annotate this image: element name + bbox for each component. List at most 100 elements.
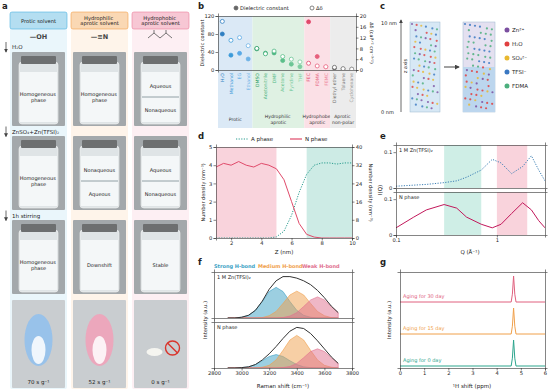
tick-mark <box>352 183 355 184</box>
axis-left <box>212 273 215 319</box>
molecule <box>426 106 428 108</box>
phase-label: Aqueous <box>150 167 172 174</box>
column-title: Hydrophobic aprotic solvent <box>141 15 180 28</box>
phase-label: Aqueous <box>89 191 111 198</box>
molecule <box>418 65 420 67</box>
category-label: EG <box>237 73 242 80</box>
legend-label: Strong H-bond <box>214 263 256 270</box>
axis-label: 0 nm <box>381 109 394 115</box>
tick: 3000 <box>235 368 248 376</box>
column-header <box>10 12 67 29</box>
molecule <box>434 50 436 52</box>
tick-mark <box>356 48 359 49</box>
tick-mark <box>352 202 355 203</box>
panel-letter: b <box>198 1 204 11</box>
step-label: H₂O <box>12 44 23 50</box>
molecule <box>427 101 429 103</box>
axis-line <box>215 319 353 321</box>
axis-top <box>397 190 546 193</box>
axis-line <box>216 17 219 71</box>
molecule <box>486 27 488 29</box>
axis-left <box>212 323 215 369</box>
molecule <box>489 57 491 59</box>
plot-area <box>396 192 545 235</box>
column-title: Hydrophilic aprotic solvent <box>80 15 119 28</box>
category-label: H₂O <box>220 73 225 82</box>
data-point <box>220 19 224 23</box>
tick: 5 <box>209 144 216 150</box>
tick: 5 <box>520 368 523 376</box>
structure-icon <box>154 30 155 33</box>
legend-label: Δδ <box>316 5 323 11</box>
molecule <box>474 99 476 101</box>
molecule <box>490 34 492 36</box>
molecule <box>436 28 438 30</box>
molecule <box>466 69 468 71</box>
legend-label: FDMA <box>512 83 528 89</box>
molecule <box>425 37 427 39</box>
molecule <box>468 29 470 31</box>
group-band <box>218 16 253 128</box>
molecule <box>470 93 472 95</box>
molecule <box>488 50 490 52</box>
data-point <box>289 57 293 61</box>
tick-mark <box>352 238 355 239</box>
liquid <box>81 240 118 290</box>
legend-label: Zn²⁺ <box>512 27 524 33</box>
subplot-title: 1 M Zn(TFSI)₂ <box>399 147 433 153</box>
molecule <box>482 78 484 80</box>
vial <box>141 230 180 292</box>
molecule <box>484 38 486 40</box>
axis-line <box>219 14 357 17</box>
legend-label: Dielectric constant <box>240 5 289 11</box>
tick: 4 <box>496 368 500 376</box>
molecule <box>489 45 491 47</box>
molecule <box>415 29 417 31</box>
flame <box>25 314 53 366</box>
tick-label: 4 <box>209 162 213 168</box>
axis-title: Intensity (a.u.) <box>202 301 209 339</box>
category-label: Acetone <box>280 73 285 92</box>
burn-time: 70 s g⁻¹ <box>28 379 50 386</box>
tick-label: 6 <box>544 370 547 376</box>
axis-line <box>357 17 359 71</box>
molecule <box>413 46 415 48</box>
molecule <box>475 105 477 107</box>
data-point <box>220 32 224 36</box>
label-line: phase <box>31 265 46 272</box>
plot-area <box>228 277 338 318</box>
tick-label: 1 <box>423 370 426 376</box>
molecule <box>481 89 483 91</box>
plot-area <box>228 327 338 368</box>
category-label: DMSO <box>255 73 260 87</box>
legend-symbol <box>505 84 510 89</box>
molecule <box>480 106 482 108</box>
molecule <box>471 70 473 72</box>
tick-mark <box>394 235 397 236</box>
axis-title: Number density (nm⁻³) <box>367 163 374 221</box>
vial <box>19 230 58 292</box>
molecule <box>430 107 432 109</box>
molecule <box>489 68 491 70</box>
data-point <box>238 51 242 55</box>
tick: 2 <box>447 368 450 376</box>
axis-title: Number density (nm⁻³) <box>200 163 207 221</box>
molecule <box>480 32 482 34</box>
molecule <box>417 93 419 95</box>
axis-left: 00.1 <box>384 193 396 239</box>
group-label: Aprotic non-polar <box>332 114 354 124</box>
molecule <box>465 74 467 76</box>
liquid <box>20 72 57 122</box>
tick: 32 <box>352 162 362 168</box>
molecule <box>436 91 438 93</box>
tick-label: 40 <box>208 49 215 55</box>
molecule <box>491 103 493 105</box>
tick-label: 20 <box>360 13 367 19</box>
molecule <box>420 48 422 50</box>
data-point <box>255 46 259 50</box>
flame-core <box>32 336 46 364</box>
molecule <box>469 35 471 37</box>
axis-right <box>546 273 548 369</box>
photo-bg <box>12 136 65 210</box>
legend-symbol <box>234 6 238 10</box>
